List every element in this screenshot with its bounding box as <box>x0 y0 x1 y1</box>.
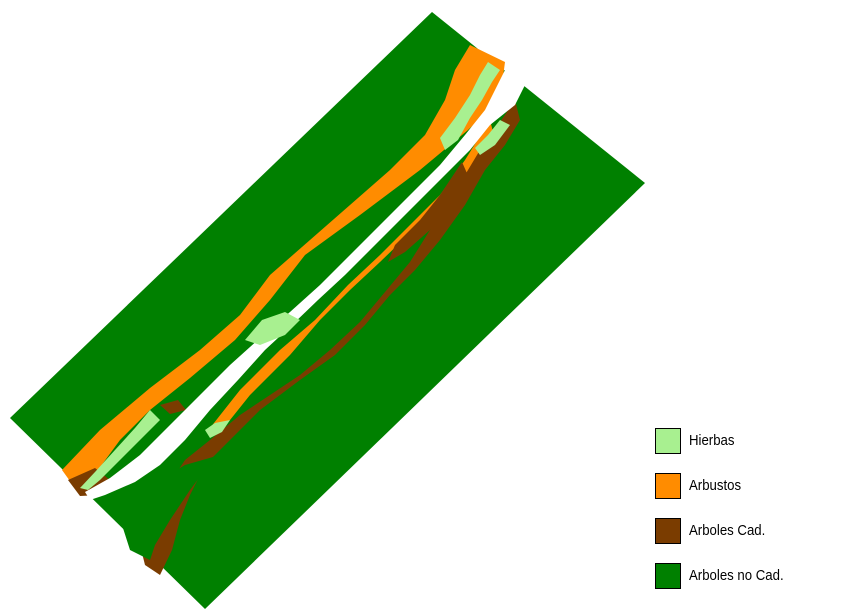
arboles-cad-west-patch <box>160 400 186 414</box>
arboles-no-cad-inner-region <box>122 455 220 560</box>
hierbas-region-3 <box>80 410 160 490</box>
legend-item-hierbas: Hierbas <box>655 427 845 454</box>
hierbas-region-4 <box>205 420 230 438</box>
map-legend: Hierbas Arbustos Arboles Cad. Arboles no… <box>655 427 845 607</box>
legend-swatch-arbustos <box>655 472 681 499</box>
legend-swatch-arboles-cad <box>655 517 681 544</box>
legend-label-arboles-no-cad: Arboles no Cad. <box>689 567 784 584</box>
legend-item-arbustos: Arbustos <box>655 472 845 499</box>
hierbas-region-1 <box>440 62 500 150</box>
legend-label-arboles-cad: Arboles Cad. <box>689 522 766 539</box>
legend-label-hierbas: Hierbas <box>689 432 735 449</box>
legend-label-arbustos: Arbustos <box>689 477 742 494</box>
arbustos-east-region <box>210 120 495 430</box>
hierbas-region-2 <box>245 312 300 345</box>
legend-swatch-arboles-no-cad <box>655 562 681 589</box>
hierbas-region-5 <box>475 120 510 155</box>
arboles-cad-inner-region <box>388 162 470 262</box>
legend-item-arboles-cad: Arboles Cad. <box>655 517 845 544</box>
legend-item-arboles-no-cad: Arboles no Cad. <box>655 562 845 589</box>
arbustos-west-region <box>62 45 505 495</box>
legend-swatch-hierbas <box>655 427 681 454</box>
